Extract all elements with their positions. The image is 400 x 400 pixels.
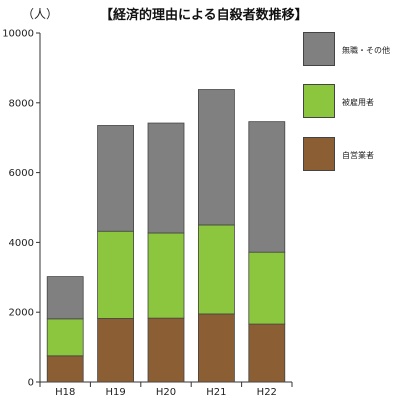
bar-segment [147,232,185,319]
legend-label-self-employed: 自営業者 [342,151,374,160]
bar-segment [97,318,134,383]
bar-segment [197,313,235,383]
y-tick-label: 0 [28,378,34,389]
bar-segment [147,122,185,234]
bar-segment [197,89,235,226]
y-axis-unit-label: （人） [22,7,59,21]
legend-label-employees: 被雇用者 [342,98,374,107]
y-tick-label: 10000 [2,29,34,40]
x-tick-label: H20 [156,387,176,398]
bar-segment [46,276,84,320]
bar-segment [248,121,286,253]
bar-segment [97,125,134,232]
y-tick-label: 6000 [9,168,34,179]
legend-swatch-jobless-other [303,32,335,66]
chart-title: 【経済的理由による自殺者数推移】 [100,8,308,23]
bar-segment [46,355,84,383]
x-tick-label: H21 [206,387,226,398]
x-tick-label: H19 [105,387,125,398]
y-tick-label: 8000 [9,98,34,109]
bar-segment [248,251,286,325]
x-tick-label: H22 [257,387,277,398]
bar-segment [248,323,286,383]
bar-segment [147,317,185,383]
legend-swatch-employees [303,84,335,118]
bar-segment [197,224,235,315]
legend-swatch-self-employed [303,137,335,171]
legend-label-jobless-other: 無職・その他 [342,46,390,55]
bar-segment [97,230,134,319]
y-tick-label: 2000 [9,308,34,319]
x-tick-label: H18 [55,387,75,398]
bar-segment [46,318,84,357]
y-tick-label: 4000 [9,238,34,249]
